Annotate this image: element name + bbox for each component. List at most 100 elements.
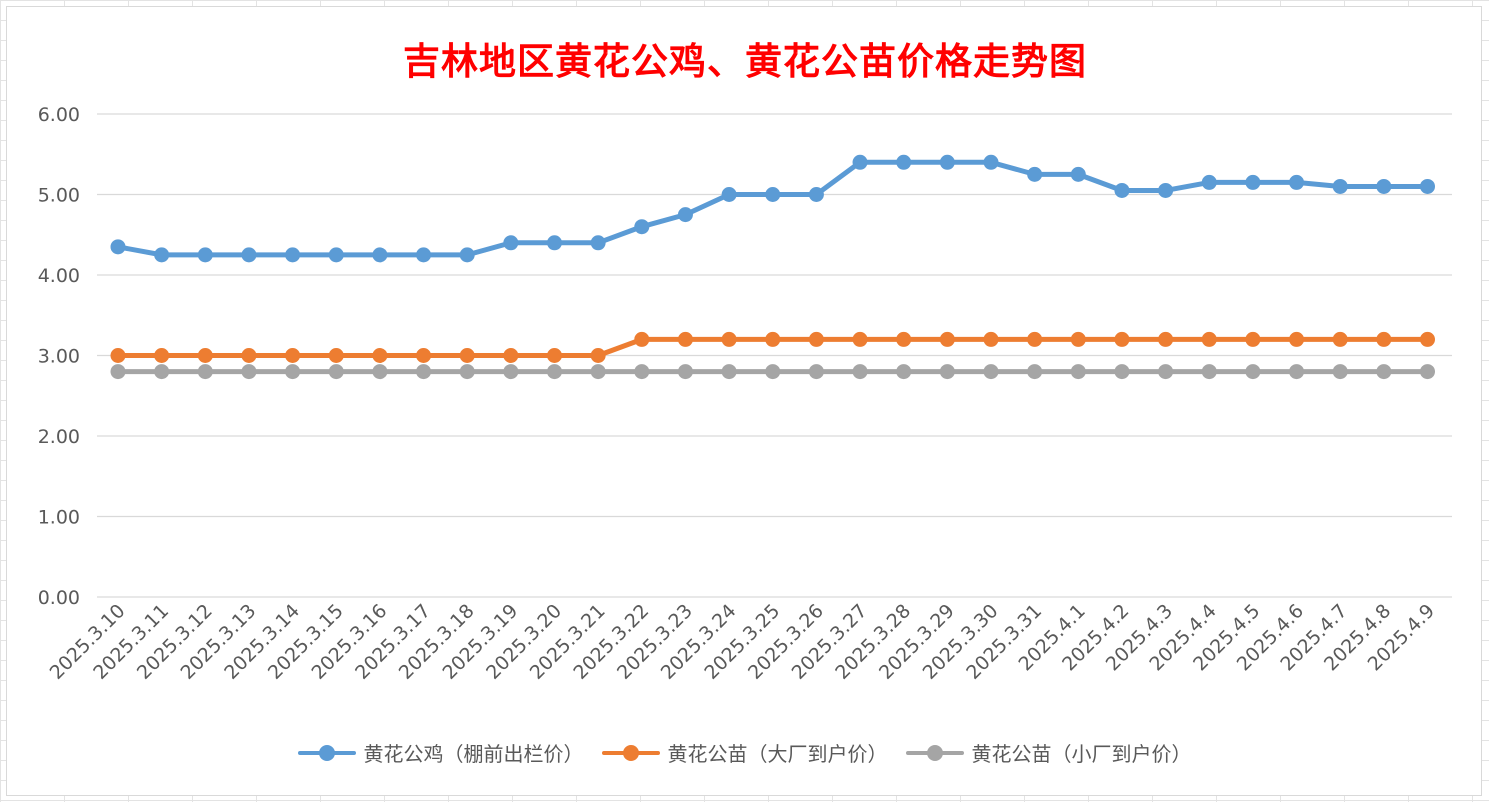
- data-point[interactable]: [677, 207, 693, 223]
- data-point[interactable]: [197, 364, 213, 380]
- data-point[interactable]: [372, 364, 388, 380]
- data-point[interactable]: [896, 364, 912, 380]
- data-point[interactable]: [197, 348, 213, 363]
- data-point[interactable]: [372, 348, 388, 363]
- legend-item[interactable]: 黄花公苗（大厂到户价）: [601, 738, 888, 767]
- data-point[interactable]: [1289, 174, 1305, 190]
- data-point[interactable]: [590, 364, 606, 380]
- data-point[interactable]: [1420, 178, 1435, 194]
- data-point[interactable]: [1289, 364, 1305, 380]
- data-point[interactable]: [416, 247, 432, 263]
- data-point[interactable]: [416, 364, 432, 380]
- series-2: [110, 364, 1435, 380]
- data-point[interactable]: [241, 348, 257, 363]
- data-point[interactable]: [154, 348, 170, 363]
- data-point[interactable]: [852, 154, 868, 170]
- data-point[interactable]: [1070, 331, 1086, 347]
- data-point[interactable]: [1027, 331, 1043, 347]
- data-point[interactable]: [197, 247, 213, 263]
- data-point[interactable]: [765, 187, 781, 202]
- data-point[interactable]: [285, 247, 301, 263]
- data-point[interactable]: [503, 364, 519, 380]
- data-point[interactable]: [852, 364, 868, 380]
- data-point[interactable]: [808, 331, 824, 347]
- legend-item[interactable]: 黄花公鸡（棚前出栏价）: [297, 738, 584, 767]
- data-point[interactable]: [503, 348, 519, 363]
- data-point[interactable]: [1376, 331, 1392, 347]
- data-point[interactable]: [1114, 331, 1130, 347]
- data-point[interactable]: [1332, 178, 1348, 194]
- data-point[interactable]: [241, 247, 257, 263]
- data-point[interactable]: [1376, 178, 1392, 194]
- data-point[interactable]: [110, 364, 126, 380]
- data-point[interactable]: [110, 348, 126, 363]
- data-point[interactable]: [1420, 364, 1435, 380]
- data-point[interactable]: [634, 331, 650, 347]
- data-point[interactable]: [547, 364, 562, 380]
- chart-area[interactable]: 吉林地区黄花公鸡、黄花公苗价格走势图: [6, 6, 1482, 796]
- data-point[interactable]: [634, 219, 650, 235]
- data-point[interactable]: [765, 331, 781, 347]
- data-point[interactable]: [939, 364, 955, 380]
- data-point[interactable]: [1158, 182, 1174, 198]
- data-point[interactable]: [983, 331, 999, 347]
- data-point[interactable]: [241, 364, 257, 380]
- data-point[interactable]: [939, 331, 955, 347]
- data-point[interactable]: [154, 364, 170, 380]
- data-point[interactable]: [1158, 331, 1174, 347]
- data-point[interactable]: [896, 331, 912, 347]
- data-point[interactable]: [590, 348, 606, 363]
- data-point[interactable]: [721, 331, 737, 347]
- data-point[interactable]: [1332, 364, 1348, 380]
- data-point[interactable]: [983, 364, 999, 380]
- data-point[interactable]: [328, 247, 344, 263]
- legend-item[interactable]: 黄花公苗（小厂到户价）: [905, 738, 1192, 767]
- data-point[interactable]: [721, 187, 737, 202]
- data-point[interactable]: [459, 364, 475, 380]
- data-point[interactable]: [721, 364, 737, 380]
- data-point[interactable]: [154, 247, 170, 263]
- data-point[interactable]: [328, 364, 344, 380]
- data-point[interactable]: [1070, 364, 1086, 380]
- data-point[interactable]: [765, 364, 781, 380]
- data-point[interactable]: [939, 154, 955, 170]
- data-point[interactable]: [852, 331, 868, 347]
- data-point[interactable]: [285, 348, 301, 363]
- data-point[interactable]: [677, 331, 693, 347]
- data-point[interactable]: [1027, 166, 1043, 182]
- data-point[interactable]: [1245, 364, 1261, 380]
- y-tick-label: 6.00: [38, 104, 80, 126]
- data-point[interactable]: [503, 235, 519, 251]
- data-point[interactable]: [1201, 174, 1217, 190]
- data-point[interactable]: [1289, 331, 1305, 347]
- data-point[interactable]: [1420, 331, 1435, 347]
- data-point[interactable]: [1201, 331, 1217, 347]
- data-point[interactable]: [1070, 166, 1086, 182]
- legend-label: 黄花公苗（小厂到户价）: [971, 742, 1192, 766]
- data-point[interactable]: [1158, 364, 1174, 380]
- data-point[interactable]: [328, 348, 344, 363]
- data-point[interactable]: [285, 364, 301, 380]
- data-point[interactable]: [677, 364, 693, 380]
- data-point[interactable]: [1245, 174, 1261, 190]
- data-point[interactable]: [547, 348, 562, 363]
- data-point[interactable]: [1114, 182, 1130, 198]
- data-point[interactable]: [1376, 364, 1392, 380]
- data-point[interactable]: [372, 247, 388, 263]
- data-point[interactable]: [808, 364, 824, 380]
- data-point[interactable]: [808, 187, 824, 202]
- data-point[interactable]: [590, 235, 606, 251]
- data-point[interactable]: [1201, 364, 1217, 380]
- data-point[interactable]: [1332, 331, 1348, 347]
- data-point[interactable]: [1027, 364, 1043, 380]
- data-point[interactable]: [634, 364, 650, 380]
- data-point[interactable]: [459, 348, 475, 363]
- data-point[interactable]: [459, 247, 475, 263]
- data-point[interactable]: [896, 154, 912, 170]
- data-point[interactable]: [1114, 364, 1130, 380]
- data-point[interactable]: [983, 154, 999, 170]
- data-point[interactable]: [547, 235, 562, 251]
- data-point[interactable]: [416, 348, 432, 363]
- data-point[interactable]: [1245, 331, 1261, 347]
- data-point[interactable]: [110, 239, 126, 255]
